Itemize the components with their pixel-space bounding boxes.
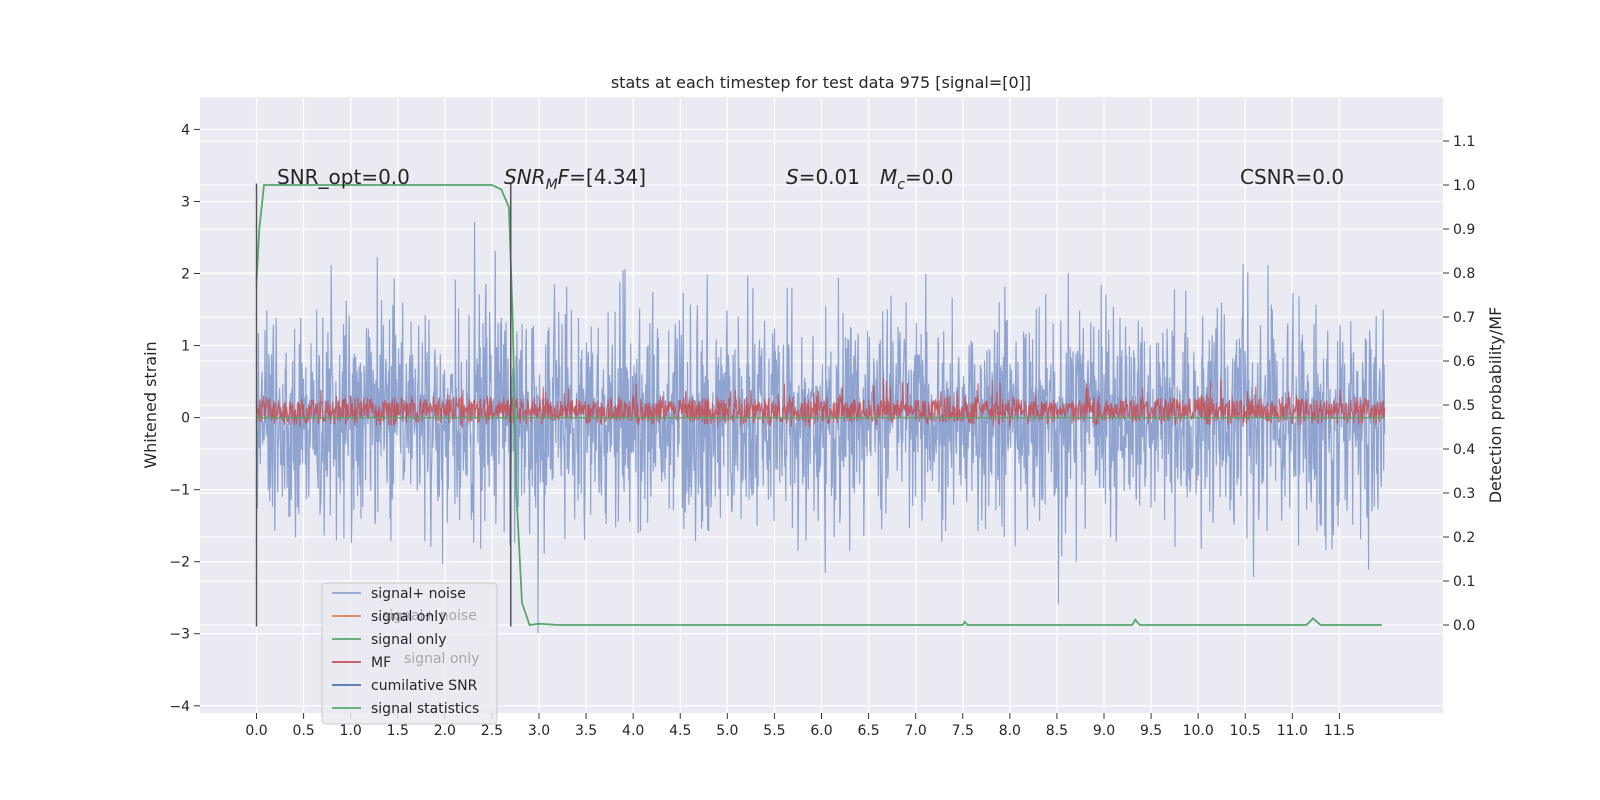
x-tick-label: 11.5 — [1324, 723, 1355, 739]
x-tick-label: 4.5 — [669, 723, 691, 739]
x-tick-label: 4.0 — [622, 723, 644, 739]
y-left-tick-label: 0 — [181, 411, 190, 427]
annotation-snr-mf: SNRMF=[4.34] — [504, 165, 646, 193]
x-tick-label: 1.0 — [340, 723, 362, 739]
series-mf — [255, 378, 1386, 428]
y-right-tick-label: 0.1 — [1453, 574, 1475, 590]
x-tick-label: 3.0 — [528, 723, 550, 739]
y-left-tick-label: 1 — [181, 339, 190, 355]
y-axis-right-ticks: 1.1 1.0 0.9 0.8 0.7 0.6 0.5 0.4 0.3 0.2 0.1 0.0 — [1443, 134, 1475, 634]
y-right-tick-label: 0.5 — [1453, 398, 1475, 414]
series-signal-noise — [255, 221, 1386, 633]
x-tick-label: 0.0 — [245, 723, 267, 739]
chart-title: stats at each timestep for test data 975… — [611, 73, 1031, 92]
x-tick-label: 8.0 — [999, 723, 1021, 739]
y-right-tick-label: 0.2 — [1453, 530, 1475, 546]
annotation-s-value: S=0.01 — [786, 165, 860, 189]
y-left-tick-label: 4 — [181, 122, 190, 138]
y-axis-left-label: Whitened strain — [141, 341, 160, 468]
legend-label: signal only — [371, 609, 446, 625]
y-axis-right-label: Detection probability/MF — [1486, 307, 1505, 504]
y-left-tick-label: −3 — [169, 627, 190, 643]
y-left-tick-label: 3 — [181, 194, 190, 210]
x-tick-label: 10.5 — [1230, 723, 1261, 739]
x-tick-label: 7.5 — [952, 723, 974, 739]
y-right-tick-label: 1.1 — [1453, 134, 1475, 150]
legend-label: MF — [371, 655, 391, 671]
x-tick-label: 5.0 — [716, 723, 738, 739]
vertical-markers — [255, 183, 512, 627]
x-tick-label: 8.5 — [1046, 723, 1068, 739]
legend-label: signal statistics — [371, 701, 479, 717]
y-right-tick-label: 0.0 — [1453, 618, 1475, 634]
x-tick-label: 2.0 — [434, 723, 456, 739]
legend-label: cumilative SNR — [371, 678, 478, 694]
legend-ghost: signal+ noise signal only — [382, 608, 479, 667]
y-axis-left-ticks: 4 3 2 1 0 −1 −2 −3 −4 — [169, 122, 200, 715]
series-signal-statistics — [255, 184, 1382, 626]
annotation-mc-value: Mc=0.0 — [880, 165, 954, 193]
legend-label: signal+ noise — [371, 586, 466, 602]
annotation-snr-opt: SNR_opt=0.0 — [277, 165, 410, 189]
x-tick-label: 0.5 — [292, 723, 314, 739]
series-layer — [255, 184, 1386, 633]
y-right-tick-label: 1.0 — [1453, 178, 1475, 194]
y-left-tick-label: −2 — [169, 555, 190, 571]
y-left-tick-label: 2 — [181, 267, 190, 283]
y-right-tick-label: 0.4 — [1453, 442, 1475, 458]
x-tick-label: 2.5 — [481, 723, 503, 739]
x-tick-label: 6.0 — [810, 723, 832, 739]
y-left-tick-label: −4 — [169, 699, 190, 715]
x-tick-label: 11.0 — [1277, 723, 1308, 739]
legend-box — [321, 582, 498, 725]
y-right-tick-label: 0.3 — [1453, 486, 1475, 502]
x-tick-label: 6.5 — [857, 723, 879, 739]
legend-label: signal only — [371, 632, 446, 648]
x-tick-label: 9.5 — [1140, 723, 1162, 739]
x-tick-label: 1.5 — [387, 723, 409, 739]
x-tick-label: 7.0 — [905, 723, 927, 739]
y-right-tick-label: 0.8 — [1453, 266, 1475, 282]
y-right-tick-label: 0.9 — [1453, 222, 1475, 238]
x-axis-ticks: 0.0 0.5 1.0 1.5 2.0 2.5 3.0 3.5 4.0 4.5 5.0 5.5 6.0 6… — [245, 713, 1355, 739]
y-left-tick-label: −1 — [169, 483, 190, 499]
y-right-tick-label: 0.6 — [1453, 354, 1475, 370]
y-right-tick-label: 0.7 — [1453, 310, 1475, 326]
legend-ghost-label: signal+ noise — [382, 608, 477, 624]
x-tick-label: 5.5 — [763, 723, 785, 739]
x-tick-label: 10.0 — [1183, 723, 1214, 739]
annotation-csnr: CSNR=0.0 — [1240, 165, 1344, 189]
x-tick-label: 3.5 — [575, 723, 597, 739]
legend-ghost-label: signal only — [404, 651, 479, 667]
x-tick-label: 9.0 — [1093, 723, 1115, 739]
